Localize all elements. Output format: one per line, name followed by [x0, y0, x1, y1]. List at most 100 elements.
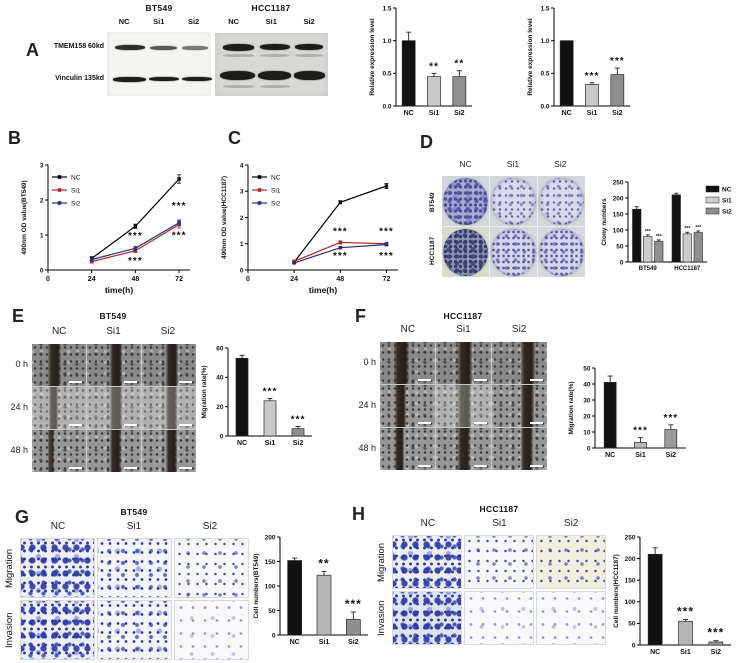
- wound-image: [142, 430, 196, 472]
- panel-h-title: HCC1187: [479, 504, 519, 514]
- transwell-image: [392, 535, 462, 589]
- panel-h-bar-chart: 0 50 100 150 200 250 Cell numbers(HCC1187) NC **…: [610, 505, 741, 661]
- time-label-48h: 48 h: [358, 443, 376, 453]
- lane-label: NC: [400, 324, 416, 335]
- svg-text:Migration rate(%): Migration rate(%): [201, 365, 208, 418]
- svg-text:Si1: Si1: [680, 649, 691, 656]
- svg-text:24: 24: [88, 276, 96, 283]
- lane-label: Si2: [187, 17, 200, 26]
- svg-text:0: 0: [240, 267, 244, 274]
- svg-text:Si1: Si1: [429, 110, 440, 117]
- svg-text:**: **: [454, 59, 464, 70]
- wound-image: [87, 344, 141, 386]
- blot-band: [223, 85, 254, 88]
- wound-image: [32, 344, 86, 386]
- wound-image: [492, 385, 547, 427]
- panel-b-label: B: [8, 128, 21, 148]
- time-label-0h: 0 h: [15, 359, 28, 369]
- svg-text:1: 1: [40, 232, 44, 239]
- svg-text:20: 20: [583, 413, 591, 420]
- svg-text:Cell numbers(HCC1187): Cell numbers(HCC1187): [613, 554, 620, 628]
- panel-f-lane-labels: NC Si1 Si2: [380, 324, 547, 335]
- svg-text:***: ***: [656, 234, 662, 240]
- svg-text:NC: NC: [605, 452, 615, 459]
- transwell-image: [20, 538, 95, 598]
- blot-band: [115, 45, 145, 50]
- blot-band: [295, 44, 323, 50]
- svg-text:10: 10: [583, 429, 591, 436]
- svg-text:***: ***: [172, 201, 187, 212]
- panel-c-line-chart-hcc1187: 0 1 2 3 4 490nm OD value(HCC1187) 0 24 48 72 time(…: [218, 136, 418, 302]
- transwell-image: [97, 600, 172, 660]
- western-blot-bt549: [107, 32, 212, 96]
- svg-text:Relative expression level: Relative expression level: [527, 18, 534, 96]
- svg-text:***: ***: [379, 251, 394, 262]
- svg-text:0.5: 0.5: [540, 71, 549, 78]
- svg-text:***: ***: [585, 71, 600, 82]
- panel-e-label: E: [12, 306, 25, 326]
- transwell-image: [536, 591, 606, 645]
- panel-e-lane-labels: NC Si1 Si2: [32, 326, 195, 337]
- wound-image: [436, 342, 491, 384]
- svg-text:200: 200: [613, 195, 624, 202]
- svg-text:Si2: Si2: [293, 440, 304, 447]
- lane-label: Si2: [511, 324, 527, 335]
- svg-text:***: ***: [663, 413, 678, 424]
- lane-label: Si1: [265, 17, 277, 26]
- svg-text:NC: NC: [237, 440, 247, 447]
- svg-text:Si1: Si1: [271, 188, 281, 195]
- wound-image: [380, 385, 435, 427]
- svg-text:***: ***: [610, 56, 625, 67]
- svg-text:4: 4: [240, 162, 244, 169]
- svg-text:***: ***: [333, 227, 348, 238]
- svg-text:Si2: Si2: [711, 649, 722, 656]
- svg-text:150: 150: [613, 211, 624, 218]
- svg-text:100: 100: [613, 227, 624, 234]
- svg-text:3: 3: [40, 162, 44, 169]
- svg-text:Si1: Si1: [587, 110, 598, 117]
- lane-label: Si1: [492, 518, 507, 529]
- svg-text:250: 250: [613, 179, 624, 186]
- lane-label: NC: [51, 326, 67, 337]
- panel-g-title: BT549: [120, 507, 148, 517]
- svg-text:0.0: 0.0: [540, 103, 549, 110]
- colony-well-bt549-si1: [490, 176, 537, 226]
- blot-band: [260, 85, 290, 88]
- lane-label: Si2: [303, 17, 315, 26]
- lane-label: Si1: [153, 17, 165, 26]
- transwell-image: [174, 600, 249, 660]
- svg-text:Si1: Si1: [265, 440, 276, 447]
- svg-text:NC: NC: [404, 110, 414, 117]
- wound-image: [492, 342, 547, 384]
- panel-a-title-bt549: BT549: [145, 3, 173, 13]
- svg-text:***: ***: [379, 227, 394, 238]
- transwell-image: [464, 535, 534, 589]
- panel-h-row-label-invasion: Invasion: [376, 600, 387, 637]
- blot-band: [223, 54, 254, 57]
- svg-text:0: 0: [46, 276, 50, 283]
- svg-text:0: 0: [246, 276, 250, 283]
- svg-text:***: ***: [684, 226, 690, 232]
- svg-text:NC: NC: [650, 649, 660, 656]
- lane-label: Si2: [563, 518, 579, 529]
- blot-band: [260, 44, 290, 50]
- svg-text:Si2: Si2: [348, 639, 359, 646]
- svg-text:40: 40: [583, 381, 591, 388]
- svg-text:**: **: [429, 61, 439, 72]
- svg-text:30: 30: [583, 397, 591, 404]
- colony-well-hcc1187-si2: [538, 227, 585, 277]
- svg-text:***: ***: [333, 251, 348, 262]
- wound-image: [436, 428, 491, 470]
- svg-text:24: 24: [290, 276, 298, 283]
- wound-image: [87, 387, 141, 429]
- transwell-image: [464, 591, 534, 645]
- svg-text:20: 20: [216, 404, 224, 411]
- transwell-images-bt549: [20, 538, 249, 660]
- svg-text:0: 0: [620, 259, 624, 266]
- lane-label: Si1: [126, 521, 142, 532]
- svg-text:490nm OD value(HCC1187): 490nm OD value(HCC1187): [221, 176, 228, 259]
- svg-text:48: 48: [131, 276, 139, 283]
- wound-healing-images-bt549: [32, 344, 196, 472]
- panel-h-lane-labels: NC Si1 Si2: [392, 518, 607, 529]
